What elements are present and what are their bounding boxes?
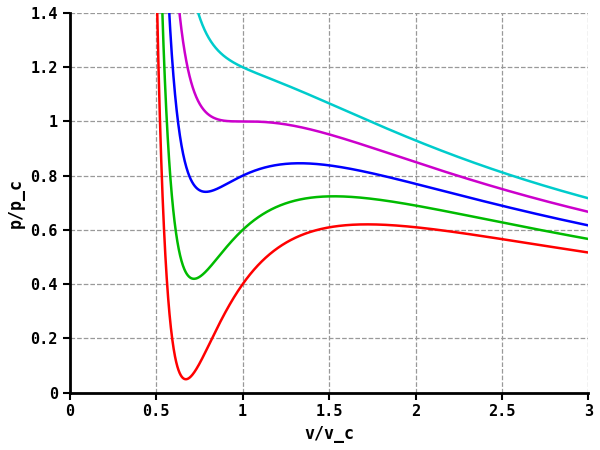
- X-axis label: v/v_c: v/v_c: [304, 425, 354, 443]
- Y-axis label: p/p_c: p/p_c: [7, 178, 25, 228]
